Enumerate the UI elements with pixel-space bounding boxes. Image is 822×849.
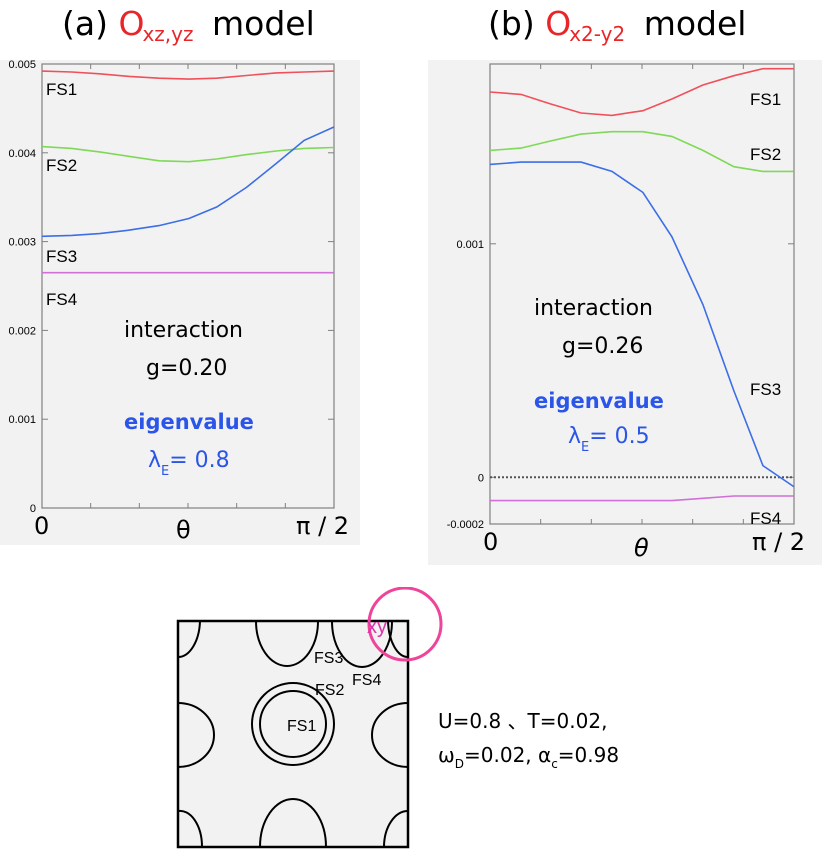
pocket-right [371, 702, 409, 768]
panel-b-title-word: model [643, 4, 747, 43]
panel-a-y-tick-label: 0.005 [8, 59, 36, 71]
panel-a-series-label-fs1: FS1 [46, 80, 77, 99]
parameter-text: U=0.8 、T=0.02, ωD=0.02, αc=0.98 [438, 704, 619, 781]
pocket-top-right [387, 620, 409, 659]
panel-b-chart: 0.001 0 -0.0002 FS1 FS2 FS3 FS4 [447, 63, 795, 531]
panel-a-title-prefix: (a) [62, 4, 108, 43]
panel-a-title-sub: xz,yz [142, 22, 194, 46]
fs-label-fs3: FS3 [314, 650, 343, 667]
panel-a-x-end: π / 2 [296, 512, 350, 540]
panel-b-series-fs4 [490, 495, 794, 502]
panel-b-lambda: λE= 0.5 [568, 424, 650, 455]
panel-a-series-fs2 [41, 145, 334, 163]
panel-b-interaction-label: interaction [534, 296, 653, 321]
param-end: =0.98 [557, 743, 620, 767]
panel-b-g-value: g=0.26 [562, 334, 644, 359]
pocket-top-center-right [331, 620, 393, 668]
fermi-surface-fs2-circle [251, 682, 335, 766]
panel-a-y-tick-label: 0.002 [8, 325, 36, 337]
panel-a-lambda-sub: E [161, 464, 170, 479]
panel-a-eigenvalue-label: eigenvalue [124, 410, 254, 434]
panel-a-y-tick-label: 0.004 [8, 148, 36, 160]
panel-a-series-label-fs4: FS4 [46, 290, 77, 309]
parameter-line-2: ωD=0.02, αc=0.98 [438, 738, 619, 781]
param-omega-sub: D [454, 757, 464, 771]
panel-b-x-label: θ [634, 534, 649, 562]
panel-a-lambda-value: = 0.8 [169, 448, 230, 473]
panel-b-series-label-fs2: FS2 [750, 145, 781, 164]
panel-a-x-start: 0 [34, 512, 50, 540]
param-omega: ω [438, 743, 455, 767]
panel-b-y-tick-label: 0 [478, 472, 484, 484]
panel-a-series-label-fs2: FS2 [46, 156, 77, 175]
panel-a-series-fs1 [41, 70, 334, 80]
panel-b-title-sub: x2-y2 [569, 22, 626, 46]
panel-b-title: (b) Ox2-y2 model [488, 4, 746, 46]
panel-b-series-fs2 [489, 130, 794, 173]
panel-a-title: (a) Oxz,yz model [62, 4, 315, 46]
panel-a-x-label: θ [176, 516, 191, 544]
panel-b-lambda-value: = 0.5 [589, 424, 650, 449]
panel-b-eigenvalue-label: eigenvalue [534, 389, 664, 413]
xy-highlight-circle [367, 587, 443, 662]
panel-b-lambda-sub: E [581, 440, 590, 455]
panel-a-title-word: model [212, 4, 315, 43]
panel-a-y-tick-label: 0.003 [8, 237, 36, 249]
panel-b-x-start: 0 [483, 528, 499, 556]
panel-b-lambda-symbol: λ [568, 424, 582, 449]
pocket-bottom-right [383, 810, 409, 848]
panel-b-series-label-fs1: FS1 [750, 90, 781, 109]
panel-a-lambda-symbol: λ [148, 448, 162, 473]
panel-b-y-tick-label: -0.0002 [447, 519, 484, 531]
panel-b-series-fs1 [489, 67, 794, 117]
panel-a-y-tick-label: 0 [30, 503, 36, 515]
fermi-surface-diagram: xy FS3 FS4 FS2 FS1 [176, 587, 443, 849]
panel-a-series-fs3 [41, 126, 335, 238]
fs-label-fs4: FS4 [352, 672, 381, 689]
pocket-top-left [177, 620, 201, 659]
panel-b-title-o: O [545, 4, 572, 43]
pocket-bottom-center [259, 798, 327, 848]
panel-b-axes-frame [489, 63, 795, 525]
parameter-line-1: U=0.8 、T=0.02, [438, 709, 608, 733]
fermi-surface-fs1-circle [259, 690, 327, 758]
panel-b-series-label-fs3: FS3 [750, 380, 781, 399]
pocket-bottom-left [177, 809, 204, 848]
fs-label-fs2: FS2 [315, 682, 344, 699]
pocket-left [177, 702, 215, 768]
panel-a-chart: 0.005 0.004 0.003 0.002 0.001 0 FS1 FS2 FS3 FS4 [8, 59, 335, 515]
panel-a-interaction-label: interaction [124, 318, 243, 343]
param-alpha-sub: c [551, 757, 558, 771]
panel-b-series-label-fs4: FS4 [750, 509, 781, 528]
panel-a-series-label-fs3: FS3 [46, 247, 77, 266]
panel-a-lambda: λE= 0.8 [148, 448, 230, 479]
fs-label-fs1: FS1 [287, 718, 316, 735]
panel-b-series-fs3 [489, 161, 795, 488]
panel-b-y-tick-label: 0.001 [456, 239, 484, 251]
panel-a-g-value: g=0.20 [146, 356, 228, 381]
panel-b-title-prefix: (b) [488, 4, 535, 43]
xy-label: xy [367, 616, 387, 638]
panel-a-y-tick-label: 0.001 [8, 414, 36, 426]
panel-a-axes-frame [41, 63, 335, 509]
param-mid: =0.02, α [464, 743, 552, 767]
panel-b-plot-background [428, 60, 822, 565]
panel-b-x-end: π / 2 [752, 528, 806, 556]
pocket-top-center-left [255, 620, 319, 667]
panel-a-plot-background [0, 60, 360, 545]
brillouin-zone-box [176, 619, 410, 849]
panel-a-title-o: O [118, 4, 145, 43]
